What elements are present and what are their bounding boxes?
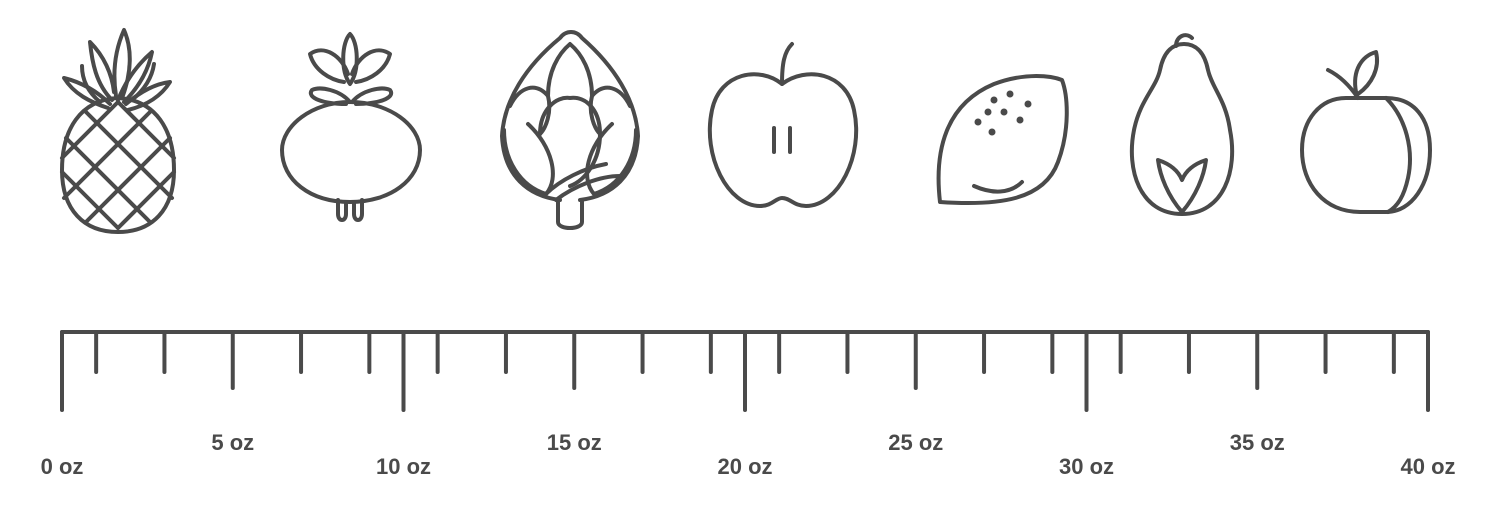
scale-label: 35 oz [1230,430,1285,455]
scale-label: 20 oz [717,454,772,479]
beet-icon [280,32,422,222]
artichoke-icon [500,30,640,230]
scale-label: 10 oz [376,454,431,479]
scale-label: 25 oz [888,430,943,455]
weight-scale [60,330,1430,412]
lemon-icon [936,74,1069,206]
scale-label: 5 oz [211,430,254,455]
scale-label: 40 oz [1400,454,1455,479]
peach-icon [1300,50,1432,214]
scale-label: 0 oz [41,454,84,479]
scale-label: 15 oz [547,430,602,455]
papaya-icon [1129,33,1235,216]
weight-scale-labels: 0 oz 5 oz 10 oz 15 oz 20 oz 25 oz 30 oz 35 oz 40… [41,430,1456,479]
apple-icon [707,42,859,208]
scale-label: 30 oz [1059,454,1114,479]
pineapple-icon [60,28,176,234]
